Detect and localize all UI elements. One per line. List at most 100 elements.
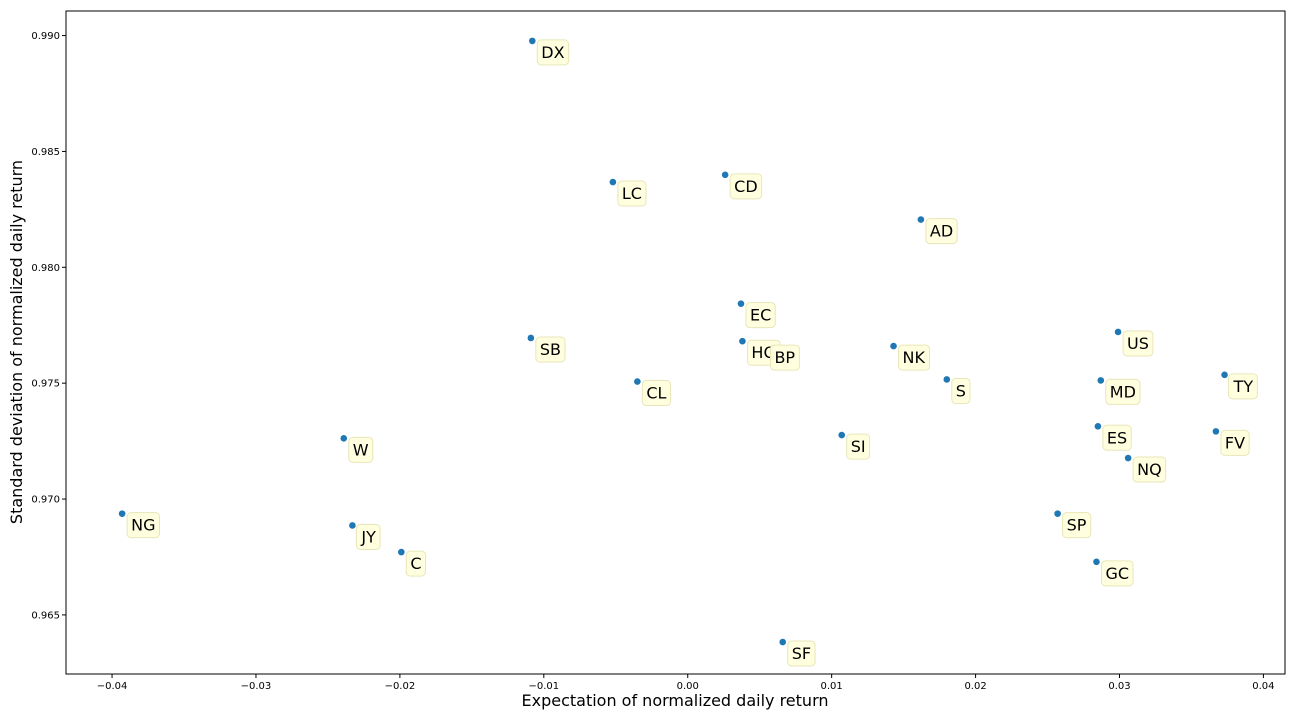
data-point xyxy=(349,522,356,529)
point-label-text: W xyxy=(353,440,369,459)
point-label-text: JY xyxy=(360,527,376,546)
data-point xyxy=(1093,558,1100,566)
data-point xyxy=(609,178,617,186)
point-label-text: NK xyxy=(903,348,926,367)
data-point xyxy=(890,342,897,350)
point-label: W xyxy=(348,436,374,463)
x-tick-label: −0.02 xyxy=(385,681,416,692)
x-tick-label: −0.01 xyxy=(528,681,559,692)
point-label: DX xyxy=(536,39,570,66)
y-tick-label: 0.975 xyxy=(31,379,60,390)
point-label: NK xyxy=(898,344,931,371)
point-label-box xyxy=(1228,373,1258,400)
point-label: JY xyxy=(355,523,381,550)
point-label-box xyxy=(951,377,971,404)
data-point xyxy=(1124,454,1132,462)
point-label-text: CD xyxy=(734,177,758,196)
point-label-box xyxy=(355,523,381,550)
point-label: GC xyxy=(1100,560,1134,587)
point-label: NG xyxy=(126,512,161,539)
point-label: BP xyxy=(769,344,800,371)
data-point xyxy=(1221,371,1228,379)
point-label-box xyxy=(1105,378,1141,405)
y-tick-label: 0.965 xyxy=(31,610,60,621)
point-label-box xyxy=(535,336,566,363)
point-label: S xyxy=(951,377,971,404)
point-label: FV xyxy=(1220,429,1250,456)
data-point xyxy=(528,37,536,45)
point-label-text: SI xyxy=(851,437,866,456)
point-label-box xyxy=(641,380,672,407)
point-label-box xyxy=(348,436,374,463)
x-tick-label: −0.04 xyxy=(97,681,128,692)
point-label-text: BP xyxy=(774,348,795,367)
y-tick-label: 0.980 xyxy=(31,263,60,274)
point-label-box xyxy=(925,218,958,245)
point-label-text: S xyxy=(956,381,966,400)
point-label: CD xyxy=(729,173,763,200)
x-axis-label: Expectation of normalized daily return xyxy=(521,691,828,710)
point-label-box xyxy=(846,433,871,460)
y-axis-label: Standard deviation of normalized daily r… xyxy=(7,160,26,524)
data-point xyxy=(737,300,745,307)
point-label-text: SB xyxy=(540,340,561,359)
x-tick-label: 0.04 xyxy=(1252,681,1274,692)
point-label-text: MD xyxy=(1110,382,1136,401)
data-point xyxy=(739,337,746,345)
data-point xyxy=(838,431,846,439)
data-point xyxy=(118,510,126,517)
point-label-text: ES xyxy=(1107,428,1127,447)
point-label: CL xyxy=(641,380,672,407)
point-label-text: HO xyxy=(751,343,776,362)
point-label-box xyxy=(898,344,931,371)
point-label: NQ xyxy=(1132,456,1167,483)
data-point xyxy=(1097,377,1105,384)
point-label: C xyxy=(405,550,427,577)
data-point xyxy=(1212,428,1220,435)
y-tick-label: 0.970 xyxy=(31,495,60,506)
point-label-text: SF xyxy=(792,644,811,663)
x-tick-label: 0.03 xyxy=(1108,681,1130,692)
point-label-text: DX xyxy=(541,43,564,62)
point-label: ES xyxy=(1102,424,1132,451)
point-label-box xyxy=(126,512,161,539)
point-label-box xyxy=(1102,424,1132,451)
point-label: EC xyxy=(745,302,776,329)
data-point xyxy=(340,435,348,442)
point-label: SI xyxy=(846,433,871,460)
x-tick-label: 0.00 xyxy=(677,681,699,692)
point-label: AD xyxy=(925,218,958,245)
y-axis: 0.965 0.970 0.975 0.980 0.985 0.990 xyxy=(31,31,66,621)
data-point xyxy=(398,548,405,556)
point-label-text: EC xyxy=(750,306,771,325)
x-axis: −0.04 −0.03 −0.02 −0.01 0.00 0.01 0.02 0.03 0.04 xyxy=(97,674,1275,692)
x-tick-label: −0.03 xyxy=(241,681,272,692)
point-label-box xyxy=(1100,560,1134,587)
point-label-box xyxy=(729,173,763,200)
point-label-text: SP xyxy=(1067,516,1087,535)
y-tick-label: 0.985 xyxy=(31,147,60,158)
x-tick-label: 0.01 xyxy=(821,681,843,692)
point-label-box xyxy=(617,180,647,207)
plot-area xyxy=(65,10,1286,675)
y-tick-label: 0.990 xyxy=(31,31,60,42)
point-label-text: LC xyxy=(622,184,642,203)
point-label-box xyxy=(1132,456,1167,483)
point-label: SF xyxy=(787,640,816,667)
data-point xyxy=(721,171,729,179)
point-label-text: NQ xyxy=(1137,460,1162,479)
point-label: SP xyxy=(1062,512,1092,539)
data-point xyxy=(943,376,951,383)
point-label-box xyxy=(1122,330,1154,357)
data-point xyxy=(1054,510,1061,517)
data-point xyxy=(527,334,535,342)
point-label-box xyxy=(405,550,427,577)
data-point xyxy=(917,216,925,223)
point-label-box xyxy=(1220,429,1250,456)
point-label-text: AD xyxy=(930,222,953,241)
point-label-text: US xyxy=(1127,334,1149,353)
point-label: SB xyxy=(535,336,566,363)
data-point xyxy=(634,378,641,385)
